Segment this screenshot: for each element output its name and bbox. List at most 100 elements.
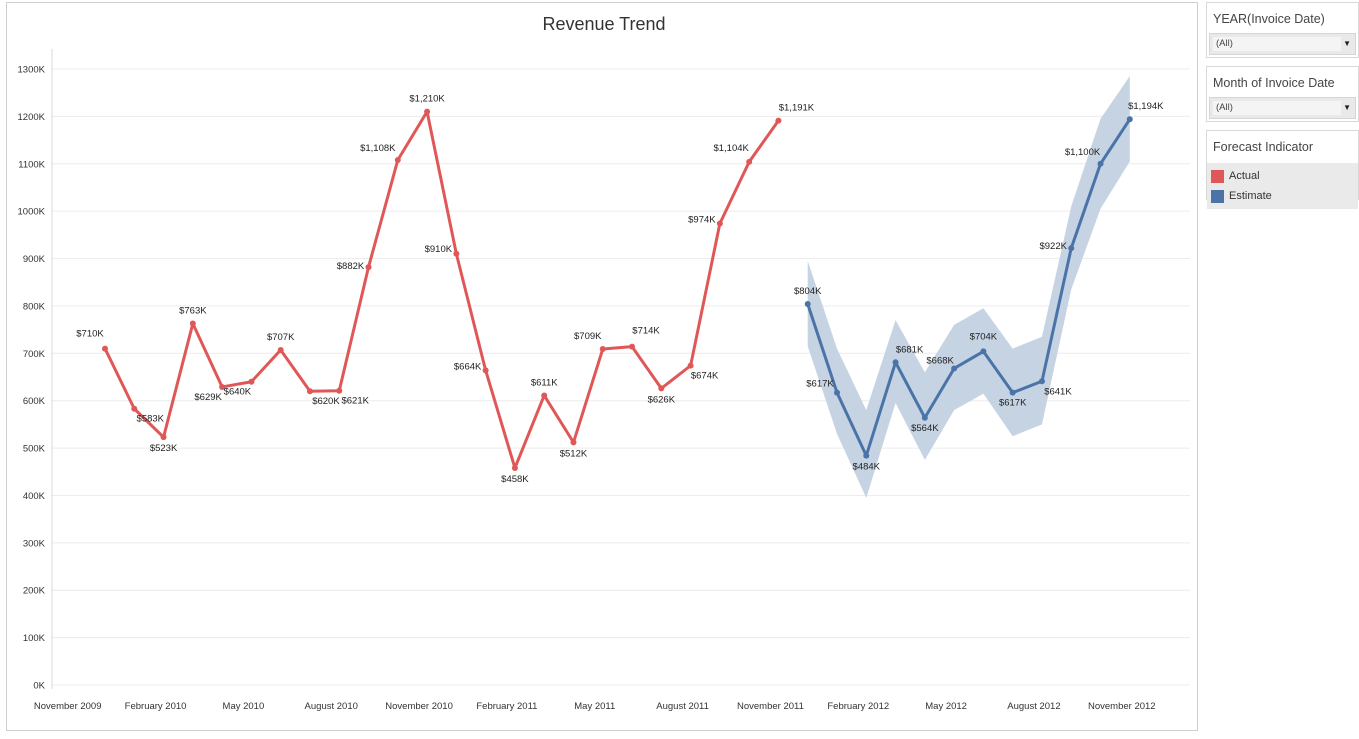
data-label: $564K (911, 423, 939, 434)
data-point-estimate[interactable] (892, 359, 899, 366)
y-tick-label: 600K (23, 396, 46, 407)
data-point-actual[interactable] (453, 250, 460, 257)
actual-swatch (1211, 169, 1224, 183)
dropdown-value: (All) (1213, 37, 1341, 51)
data-label: $763K (179, 305, 207, 316)
data-point-actual[interactable] (189, 320, 196, 327)
data-point-actual[interactable] (131, 405, 138, 412)
data-label: $617K (999, 398, 1027, 409)
y-tick-label: 100K (23, 633, 46, 644)
series-line-estimate (806, 118, 1132, 458)
data-point-estimate[interactable] (834, 389, 840, 396)
forecast-band (807, 76, 1130, 498)
data-points[interactable] (102, 108, 1133, 471)
data-point-estimate[interactable] (1126, 116, 1133, 123)
data-label: $882K (337, 261, 365, 272)
data-point-actual[interactable] (248, 378, 255, 385)
data-label: $626K (648, 394, 676, 405)
chart-title: Revenue Trend (542, 14, 665, 34)
gridlines (52, 68, 1190, 686)
x-tick-label: February 2012 (827, 701, 889, 712)
data-label: $611K (531, 377, 558, 388)
data-point-actual[interactable] (541, 392, 548, 399)
data-point-actual[interactable] (365, 264, 372, 271)
data-label: $523K (150, 443, 178, 454)
data-point-actual[interactable] (424, 108, 431, 115)
data-point-estimate[interactable] (1068, 245, 1075, 252)
data-point-estimate[interactable] (1097, 160, 1104, 167)
data-point-actual[interactable] (746, 158, 753, 165)
y-tick-label: 1300K (18, 65, 46, 76)
data-point-estimate[interactable] (921, 414, 928, 421)
side-panel: YEAR(Invoice Date) (All) ▼ Month of Invo… (1206, 0, 1359, 739)
data-point-actual[interactable] (687, 362, 694, 369)
estimate-swatch (1211, 189, 1224, 203)
year-dropdown[interactable]: (All) ▼ (1209, 33, 1356, 55)
data-point-estimate[interactable] (863, 452, 870, 459)
data-point-actual[interactable] (775, 117, 782, 124)
data-point-actual[interactable] (306, 388, 313, 395)
data-label: $1,210K (409, 94, 445, 105)
data-label: $704K (970, 331, 998, 342)
data-point-actual[interactable] (716, 220, 723, 227)
data-label: $674K (691, 371, 719, 382)
data-label: $804K (794, 286, 822, 297)
data-label: $910K (425, 244, 453, 255)
data-label: $922K (1039, 241, 1067, 252)
x-tick-label: November 2009 (34, 701, 102, 712)
series-line-actual (103, 110, 780, 470)
axes: 0K 100K 200K 300K 400K 500K 600K 700K 800K 900K 10… (18, 49, 1156, 712)
filter-year-invoice-date: YEAR(Invoice Date) (All) ▼ (1206, 2, 1359, 58)
y-tick-label: 200K (23, 586, 46, 597)
data-point-actual[interactable] (482, 367, 489, 374)
data-point-actual[interactable] (511, 464, 518, 471)
caret-down-icon[interactable]: ▼ (1343, 39, 1351, 48)
y-tick-label: 300K (23, 538, 46, 549)
x-tick-label: May 2010 (223, 701, 265, 712)
caret-down-icon[interactable]: ▼ (1343, 103, 1351, 112)
data-point-actual[interactable] (658, 385, 665, 392)
x-tick-label: November 2010 (385, 701, 453, 712)
data-point-estimate[interactable] (951, 365, 958, 372)
legend-item-actual[interactable]: Actual (1207, 166, 1358, 186)
data-point-actual[interactable] (599, 346, 606, 353)
legend-forecast-indicator: Forecast Indicator Actual Estimate (1206, 130, 1359, 209)
data-point-actual[interactable] (219, 383, 226, 390)
legend-label: Estimate (1229, 190, 1272, 202)
data-point-actual[interactable] (160, 434, 167, 441)
y-tick-label: 0K (33, 681, 45, 692)
data-point-actual[interactable] (570, 439, 577, 446)
data-point-estimate[interactable] (1009, 389, 1016, 396)
data-label: $681K (896, 344, 924, 355)
data-point-estimate[interactable] (1038, 378, 1045, 385)
forecast-interval-band (807, 76, 1130, 498)
data-point-actual[interactable] (629, 343, 636, 350)
data-label: $709K (574, 331, 602, 342)
data-point-actual[interactable] (336, 387, 343, 394)
data-label: $458K (501, 474, 529, 485)
data-point-actual[interactable] (394, 156, 401, 163)
legend-items: Actual Estimate (1207, 163, 1358, 209)
x-tick-label: February 2011 (476, 701, 537, 712)
y-tick-label: 500K (23, 444, 46, 455)
data-label: $1,104K (713, 143, 749, 154)
x-tick-label: May 2011 (574, 701, 615, 712)
x-tick-label: August 2012 (1007, 701, 1060, 712)
month-dropdown[interactable]: (All) ▼ (1209, 97, 1356, 119)
y-tick-label: 800K (23, 301, 46, 312)
data-label: $1,191K (779, 103, 815, 114)
data-label: $641K (1044, 386, 1072, 397)
data-label: $512K (560, 448, 588, 459)
data-label: $664K (454, 361, 482, 372)
legend-item-estimate[interactable]: Estimate (1207, 186, 1358, 206)
data-point-actual[interactable] (277, 346, 284, 353)
legend-title: Forecast Indicator (1213, 140, 1314, 154)
data-label: $1,108K (360, 143, 396, 154)
data-point-estimate[interactable] (980, 348, 987, 355)
data-point-estimate[interactable] (804, 301, 811, 308)
x-tick-label: November 2012 (1088, 701, 1156, 712)
data-point-actual[interactable] (102, 345, 108, 352)
legend-label: Actual (1229, 170, 1260, 182)
x-tick-label: November 2011 (737, 701, 804, 712)
y-tick-label: 700K (23, 349, 46, 360)
